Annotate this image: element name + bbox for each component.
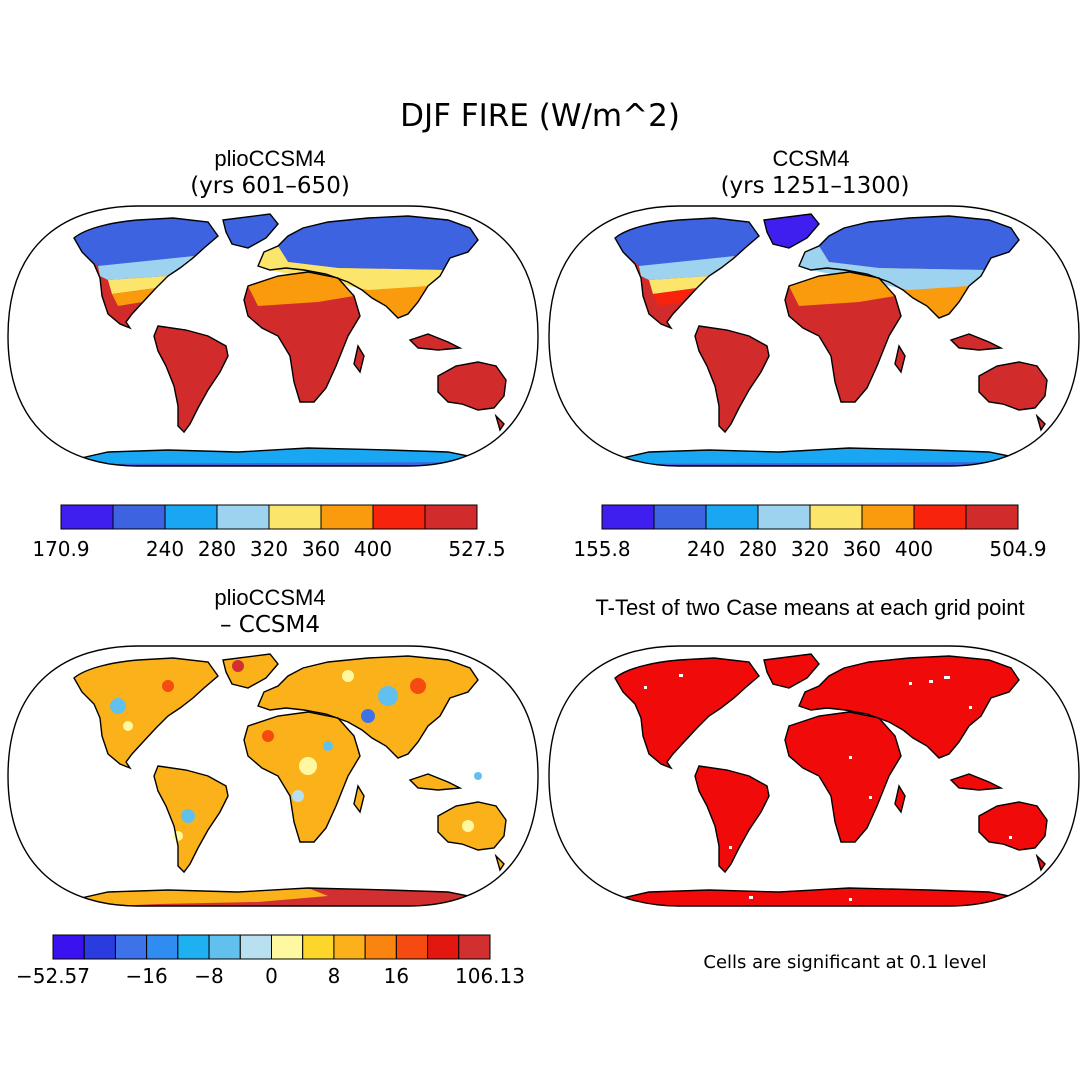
colorbar-tick-label: 16	[384, 964, 409, 988]
colorbar-swatch	[208, 934, 241, 960]
colorbar-swatch	[424, 504, 478, 530]
panel-plio-subtitle: (yrs 601–650)	[190, 173, 350, 199]
colorbar-swatch	[809, 504, 863, 530]
map-border	[7, 205, 539, 467]
colorbar-tick-label: 527.5	[448, 537, 505, 561]
panel-diff	[7, 645, 539, 907]
colorbar-swatch	[164, 504, 218, 530]
map-border	[548, 205, 1080, 467]
colorbar-swatch	[965, 504, 1019, 530]
panel-plio-title: plioCCSM4	[214, 146, 325, 171]
colorbar-tick-label: 280	[739, 537, 777, 561]
colorbar-tick-label: 0	[265, 964, 278, 988]
colorbar-swatch	[372, 504, 426, 530]
panel-ttest	[548, 645, 1080, 907]
colorbar-swatch	[60, 504, 114, 530]
panel-diff-title: plioCCSM4	[214, 585, 325, 610]
panel-plio	[7, 205, 539, 467]
panel-ccsm4-title: CCSM4	[772, 146, 849, 171]
colorbar-tick-label: −52.57	[16, 964, 90, 988]
colorbar-swatch	[320, 504, 374, 530]
africa-north-band	[248, 272, 354, 306]
insignificant-cells	[644, 674, 1012, 901]
colorbar-tick-label: 8	[328, 964, 341, 988]
map-border	[7, 645, 539, 907]
colorbar-swatch	[427, 934, 460, 960]
eur-north-band	[223, 214, 478, 290]
colorbar-swatch	[302, 934, 335, 960]
colorbar-tick-label: −16	[125, 964, 167, 988]
map-diff	[67, 653, 507, 906]
footnote: Cells are significant at 0.1 level	[703, 952, 986, 973]
colorbar-swatch	[239, 934, 273, 960]
colorbar-swatch	[114, 934, 148, 960]
colorbar-swatch	[216, 504, 270, 530]
colorbar-swatch	[177, 934, 210, 960]
colorbar-swatch	[52, 934, 85, 960]
colorbar-tick-label: 504.9	[989, 537, 1046, 561]
colorbar-swatch	[458, 934, 491, 960]
colorbar-tick-label: 320	[250, 537, 288, 561]
colorbar-tick-label: 240	[146, 537, 184, 561]
colorbar-swatch	[333, 934, 366, 960]
colorbar-swatch	[112, 504, 166, 530]
colorbar-tick-label: 400	[354, 537, 392, 561]
colorbar-swatch	[653, 504, 707, 530]
panel-ccsm4-subtitle: (yrs 1251–1300)	[721, 173, 910, 199]
panel-ttest-title: T-Test of two Case means at each grid po…	[595, 595, 1024, 620]
colorbar-swatch	[601, 504, 655, 530]
colorbar-swatch	[913, 504, 967, 530]
colorbar-swatch	[395, 934, 429, 960]
colorbar-ccsm4: 155.8 240 280 320 360 400 504.9	[573, 504, 1047, 561]
colorbar-swatch	[268, 504, 322, 530]
diff-speckle	[110, 660, 482, 841]
colorbar-tick-label: 360	[302, 537, 340, 561]
colorbar-swatch	[861, 504, 915, 530]
colorbar-plio: 170.9 240 280 320 360 400 527.5	[32, 504, 506, 561]
colorbar-tick-label: 280	[198, 537, 236, 561]
colorbar-tick-label: 360	[843, 537, 881, 561]
colorbar-tick-label: 320	[791, 537, 829, 561]
colorbar-tick-label: 400	[895, 537, 933, 561]
colorbar-tick-label: −8	[194, 964, 223, 988]
colorbar-swatch	[146, 934, 179, 960]
map-ttest	[608, 653, 1048, 906]
map-border	[548, 645, 1080, 907]
map-plio	[67, 213, 507, 466]
colorbar-swatch	[83, 934, 116, 960]
colorbar-swatch	[705, 504, 759, 530]
colorbar-swatch	[757, 504, 811, 530]
colorbar-swatch	[364, 934, 397, 960]
colorbar-tick-label: 106.13	[455, 964, 525, 988]
panel-diff-subtitle: – CCSM4	[220, 612, 320, 638]
ant-band	[68, 448, 478, 464]
colorbar-diff: −52.57 −16 −8 0 8 16 106.13	[16, 934, 525, 988]
figure-title: DJF FIRE (W/m^2)	[400, 98, 680, 134]
map-ccsm4	[608, 213, 1048, 466]
colorbar-swatch	[271, 934, 304, 960]
na-north-band	[74, 218, 218, 306]
panel-ccsm4	[548, 205, 1080, 467]
colorbar-tick-label: 240	[687, 537, 725, 561]
colorbar-tick-label: 155.8	[573, 537, 630, 561]
colorbar-tick-label: 170.9	[32, 537, 89, 561]
